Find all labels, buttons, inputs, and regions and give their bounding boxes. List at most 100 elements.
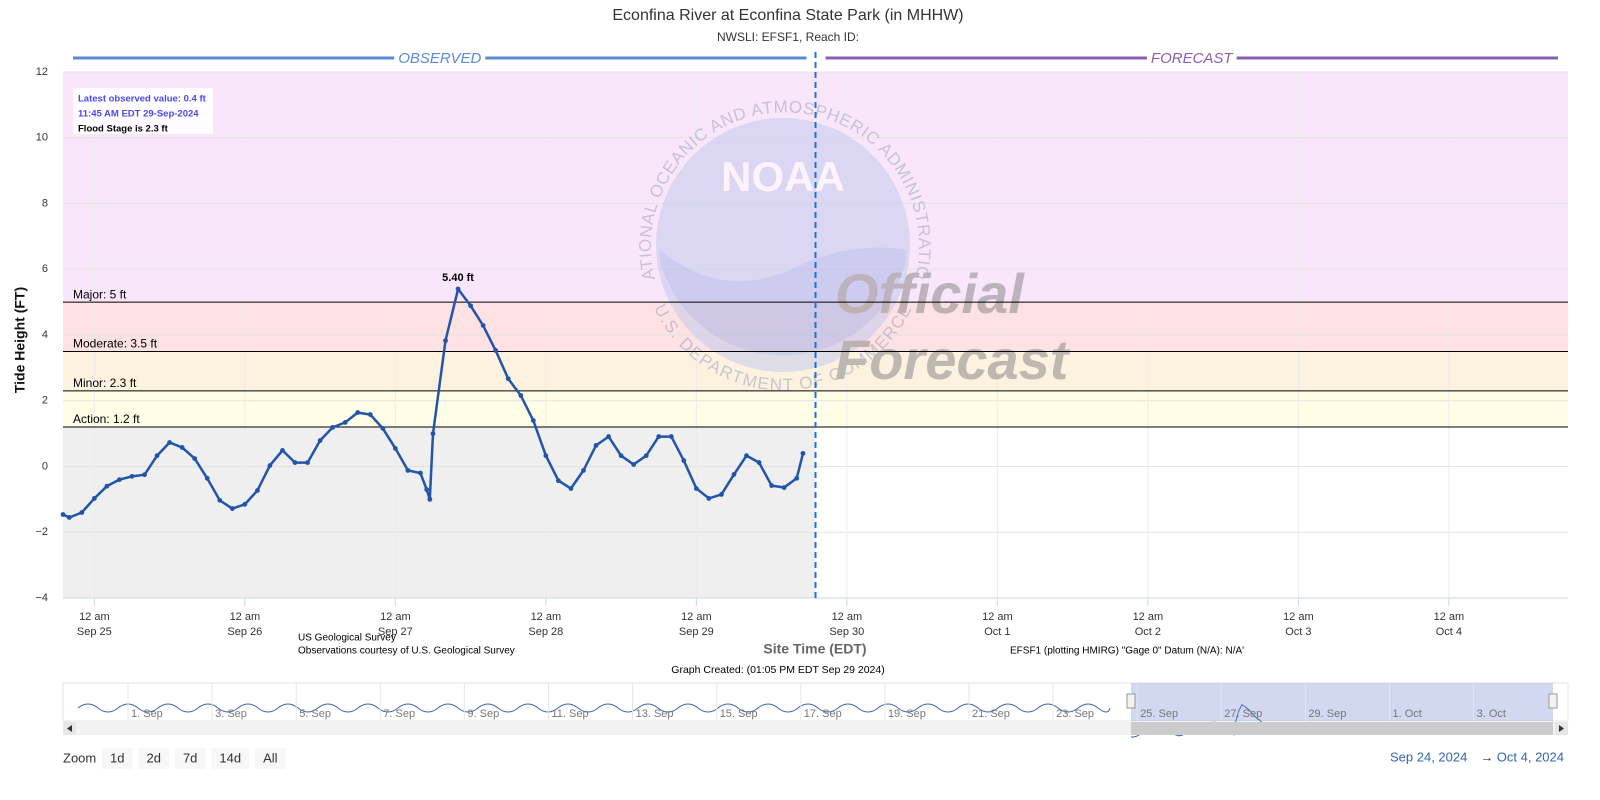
navigator-label: 1. Sep xyxy=(131,708,163,720)
zoom-button[interactable]: 14d xyxy=(211,748,250,769)
x-tick-label: Sep 29 xyxy=(679,626,714,638)
x-tick-label: 12 am xyxy=(681,611,712,623)
series-point xyxy=(719,492,724,497)
stage-label: Minor: 2.3 ft xyxy=(73,376,137,390)
y-tick-label: 6 xyxy=(42,263,48,275)
navigator: 1. Sep 3. Sep 5. Sep 7. Sep 9. Sep 11. Sep 13.… xyxy=(62,682,1569,738)
zoom-button-label: 7d xyxy=(183,750,197,765)
y-tick-label: 8 xyxy=(42,197,48,209)
x-axis-title: Site Time (EDT) xyxy=(763,641,866,657)
range-from: Sep 24, 2024 xyxy=(1390,749,1467,764)
footer-source: US Geological Survey xyxy=(298,633,396,644)
info-text: 11:45 AM EDT 29-Sep-2024 xyxy=(78,109,199,120)
navigator-label: 1. Oct xyxy=(1393,708,1422,720)
series-point xyxy=(317,438,323,443)
navigator-label: 15. Sep xyxy=(720,708,758,720)
x-tick-label: Oct 2 xyxy=(1135,626,1161,638)
info-text: Flood Stage is 2.3 ft xyxy=(78,124,169,135)
x-tick-label: Sep 25 xyxy=(77,626,112,638)
series-point xyxy=(267,463,273,468)
series-point xyxy=(60,512,66,517)
series-point xyxy=(104,483,110,489)
navigator-label: 29. Sep xyxy=(1308,708,1346,720)
zoom-button[interactable]: 1d xyxy=(102,748,133,769)
series-point xyxy=(756,460,762,465)
series-point xyxy=(192,456,198,462)
series-point xyxy=(706,495,712,501)
series-point xyxy=(330,424,336,430)
x-tick-label: 12 am xyxy=(1434,611,1465,623)
x-tick-label: 12 am xyxy=(1133,611,1164,623)
scroll-right-arrow xyxy=(1559,725,1564,732)
series-point xyxy=(794,475,800,481)
zoom-button-bg xyxy=(174,748,206,769)
series-point xyxy=(631,462,637,467)
zoom-button-label: 1d xyxy=(110,750,124,765)
band-below-action xyxy=(63,427,816,598)
watermark-line: Official xyxy=(835,262,1025,325)
navigator-label: 3. Oct xyxy=(1477,708,1506,720)
series-point xyxy=(217,497,223,503)
x-tick-label: 12 am xyxy=(380,611,411,623)
stage-label: Action: 1.2 ft xyxy=(73,412,140,426)
navigator-label: 13. Sep xyxy=(636,708,674,720)
series-point xyxy=(606,434,611,439)
info-text: Latest observed value: 0.4 ft xyxy=(78,94,207,105)
series-point xyxy=(142,472,147,478)
scrollbar-thumb[interactable] xyxy=(1131,722,1553,735)
navigator-label: 21. Sep xyxy=(972,708,1010,720)
series-point xyxy=(744,453,749,459)
series-point xyxy=(91,495,97,501)
stage-label: Moderate: 3.5 ft xyxy=(73,337,158,351)
y-tick-label: 4 xyxy=(42,329,48,341)
zoom-button-bg xyxy=(211,748,250,769)
navigator-handle[interactable] xyxy=(1126,693,1136,709)
scroll-left-arrow xyxy=(67,725,72,732)
series-point xyxy=(555,478,561,484)
series-point xyxy=(693,486,699,491)
x-tick-label: Sep 27 xyxy=(378,626,413,638)
section-label: OBSERVED xyxy=(398,50,481,67)
series-point xyxy=(342,420,348,425)
navigator-label: 17. Sep xyxy=(804,708,842,720)
chart-title: Econfina River at Econfina State Park (i… xyxy=(612,7,963,24)
section-label: FORECAST xyxy=(1151,50,1235,67)
y-tick-label: 12 xyxy=(36,66,48,78)
series-point xyxy=(380,425,386,431)
x-tick-label: 12 am xyxy=(832,611,863,623)
zoom-button[interactable]: 2d xyxy=(138,748,169,769)
x-tick-label: 12 am xyxy=(531,611,562,623)
watermark-line: Forecast xyxy=(835,328,1071,391)
navigator-history-line xyxy=(77,703,1111,713)
navigator-label: 27. Sep xyxy=(1224,708,1262,720)
series-point xyxy=(242,501,248,507)
series-point xyxy=(392,446,398,451)
info-box xyxy=(73,88,213,134)
x-tick-label: Oct 4 xyxy=(1436,626,1462,638)
x-tick-label: Sep 26 xyxy=(227,626,262,638)
series-point xyxy=(405,468,411,473)
navigator-handle[interactable] xyxy=(1548,693,1558,709)
series-point xyxy=(518,393,524,398)
zoom-button[interactable]: 7d xyxy=(174,748,206,769)
series-point xyxy=(418,470,423,476)
navigator-label: 7. Sep xyxy=(383,708,415,720)
series-point xyxy=(731,471,737,477)
series-point xyxy=(493,348,499,353)
zoom-button[interactable]: All xyxy=(255,748,286,769)
x-tick-label: 12 am xyxy=(230,611,261,623)
range-to: Oct 4, 2024 xyxy=(1497,749,1564,764)
section-label-bg xyxy=(394,50,486,67)
x-tick-label: Oct 1 xyxy=(984,626,1010,638)
navigator-label: 25. Sep xyxy=(1140,708,1178,720)
series-point xyxy=(480,323,486,328)
series-point xyxy=(568,486,574,491)
y-axis-title: Tide Height (FT) xyxy=(12,287,28,393)
series-point xyxy=(593,443,599,448)
series-point xyxy=(280,447,285,453)
series-point xyxy=(443,338,448,343)
foreground: −4 −2 0 2 4 6 8 10 12 12 am Sep 25 12 am Sep 26 12 am… xyxy=(35,50,1568,638)
series-point xyxy=(79,510,85,515)
